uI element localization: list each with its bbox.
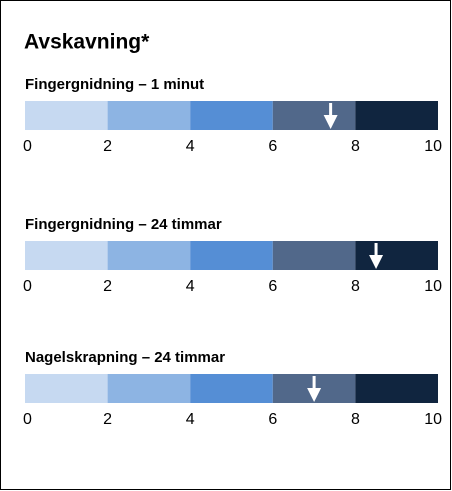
x-tick-label: 10 — [424, 278, 442, 295]
x-tick-label: 2 — [103, 411, 112, 428]
scale-band — [25, 101, 108, 130]
scale-band — [355, 374, 438, 403]
value-arrow — [307, 376, 322, 402]
value-arrow — [323, 103, 338, 129]
scale-band — [272, 241, 356, 270]
x-tick-label: 0 — [23, 411, 32, 428]
scale-band — [107, 374, 191, 403]
scale-band — [355, 241, 438, 270]
scale-band — [190, 101, 273, 130]
scale-title: Fingergnidning – 1 minut — [25, 76, 204, 93]
x-tick-label: 8 — [351, 278, 360, 295]
x-tick-label: 4 — [186, 138, 195, 155]
scale-band — [272, 101, 356, 130]
value-arrow — [369, 243, 384, 269]
scale-band — [107, 101, 191, 130]
x-tick-label: 0 — [23, 138, 32, 155]
x-tick-label: 10 — [424, 138, 442, 155]
x-tick-label: 6 — [268, 411, 277, 428]
scale-band — [190, 241, 273, 270]
x-tick-label: 8 — [351, 411, 360, 428]
scale-title: Fingergnidning – 24 timmar — [25, 216, 222, 233]
x-tick-label: 6 — [268, 138, 277, 155]
scale-band — [190, 374, 273, 403]
scale-band — [25, 241, 108, 270]
scale-title: Nagelskrapning – 24 timmar — [25, 349, 225, 366]
x-tick-label: 8 — [351, 138, 360, 155]
x-tick-label: 6 — [268, 278, 277, 295]
x-tick-label: 2 — [103, 138, 112, 155]
x-tick-label: 0 — [23, 278, 32, 295]
x-tick-label: 2 — [103, 278, 112, 295]
page-title: Avskavning* — [24, 31, 150, 54]
x-tick-label: 10 — [424, 411, 442, 428]
x-tick-label: 4 — [186, 278, 195, 295]
scale-band — [107, 241, 191, 270]
scale-band — [25, 374, 108, 403]
x-tick-label: 4 — [186, 411, 195, 428]
scale-band — [355, 101, 438, 130]
